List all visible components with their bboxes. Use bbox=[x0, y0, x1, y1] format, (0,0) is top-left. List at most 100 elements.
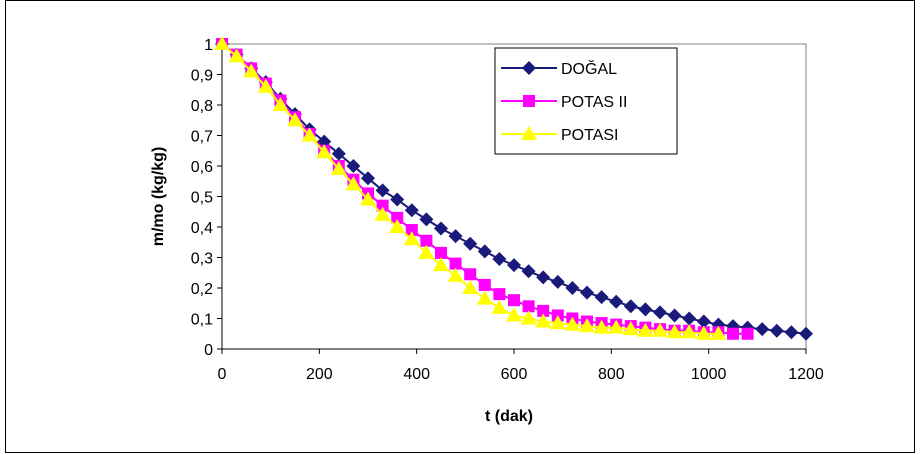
x-tick-label: 800 bbox=[598, 366, 625, 383]
y-tick-label: 0,9 bbox=[191, 68, 213, 85]
data-point bbox=[376, 199, 389, 212]
data-point bbox=[681, 324, 698, 339]
legend-label: DOĞAL bbox=[561, 59, 617, 78]
data-point bbox=[301, 127, 318, 142]
y-tick-label: 1 bbox=[204, 37, 213, 54]
series-layer bbox=[214, 36, 813, 341]
legend-item: POTAS II bbox=[501, 94, 627, 111]
data-point bbox=[799, 326, 813, 341]
data-point bbox=[652, 322, 668, 337]
data-point bbox=[433, 257, 449, 272]
legend-marker bbox=[522, 61, 536, 75]
data-point bbox=[272, 97, 289, 111]
legend-marker bbox=[523, 95, 535, 107]
legend-item: DOĞAL bbox=[501, 59, 617, 78]
data-point bbox=[755, 322, 770, 337]
data-point bbox=[522, 300, 535, 313]
data-point bbox=[434, 221, 448, 236]
data-point bbox=[537, 304, 550, 317]
data-point bbox=[243, 63, 260, 78]
x-tick-label: 1000 bbox=[691, 366, 727, 383]
data-point bbox=[727, 327, 739, 340]
legend: DOĞAL POTAS II POTASI bbox=[494, 47, 678, 155]
data-point bbox=[710, 325, 727, 340]
chart-frame: 0 0,1 0,2 0,3 0,4 0,5 0,6 0,7 0,8 0,9 1 0 200 400 600… bbox=[5, 0, 915, 453]
data-point bbox=[463, 236, 478, 251]
data-point bbox=[462, 280, 479, 294]
data-point bbox=[374, 206, 391, 221]
data-point bbox=[419, 212, 434, 227]
data-point bbox=[769, 323, 784, 338]
x-axis: 0 200 400 600 800 1000 1200 bbox=[218, 348, 824, 383]
data-point bbox=[228, 48, 245, 63]
legend-label: POTASI bbox=[561, 127, 619, 144]
y-tick-label: 0,3 bbox=[191, 251, 213, 268]
y-tick-label: 0,5 bbox=[191, 190, 213, 207]
data-point bbox=[361, 171, 375, 186]
x-tick-label: 400 bbox=[403, 366, 430, 383]
data-point bbox=[667, 308, 682, 323]
data-point bbox=[448, 229, 463, 244]
x-tick-label: 0 bbox=[218, 366, 227, 383]
data-point bbox=[257, 78, 274, 93]
data-point bbox=[520, 310, 537, 325]
data-point bbox=[638, 302, 653, 317]
data-point bbox=[331, 146, 346, 161]
y-axis: 0 0,1 0,2 0,3 0,4 0,5 0,6 0,7 0,8 0,9 1 bbox=[191, 37, 223, 359]
data-point bbox=[535, 313, 552, 328]
data-point bbox=[464, 268, 477, 281]
data-point bbox=[637, 322, 654, 337]
data-point bbox=[404, 203, 419, 218]
y-tick-label: 0 bbox=[204, 342, 213, 359]
data-point bbox=[403, 231, 420, 246]
data-point bbox=[593, 319, 610, 334]
data-point bbox=[623, 299, 638, 314]
chart-svg: 0 0,1 0,2 0,3 0,4 0,5 0,6 0,7 0,8 0,9 1 0 200 400 600… bbox=[150, 36, 824, 425]
data-point bbox=[492, 252, 507, 267]
x-tick-label: 600 bbox=[501, 366, 528, 383]
y-tick-label: 0,8 bbox=[191, 98, 213, 115]
data-point bbox=[507, 258, 521, 273]
data-point bbox=[447, 267, 464, 282]
data-point bbox=[418, 244, 435, 259]
y-tick-label: 0,7 bbox=[191, 129, 213, 146]
data-point bbox=[287, 112, 303, 127]
y-tick-label: 0,2 bbox=[191, 281, 213, 298]
data-point bbox=[653, 305, 667, 320]
data-point bbox=[478, 278, 491, 291]
data-point bbox=[477, 244, 492, 259]
y-tick-label: 0,6 bbox=[191, 159, 213, 176]
data-point bbox=[549, 315, 566, 330]
data-point bbox=[564, 316, 581, 331]
data-point bbox=[391, 211, 404, 224]
data-point bbox=[435, 246, 447, 259]
data-point bbox=[506, 307, 522, 322]
data-point bbox=[214, 36, 230, 50]
data-point bbox=[565, 281, 580, 295]
data-point bbox=[784, 325, 799, 340]
y-tick-label: 0,1 bbox=[191, 312, 213, 329]
data-point bbox=[493, 288, 506, 301]
data-point bbox=[330, 161, 347, 176]
legend-marker bbox=[521, 126, 537, 140]
data-point bbox=[696, 314, 711, 329]
data-point bbox=[579, 318, 595, 333]
data-point bbox=[594, 290, 609, 305]
data-point bbox=[491, 299, 508, 314]
y-tick-label: 0,4 bbox=[191, 220, 213, 237]
data-point bbox=[695, 325, 712, 340]
data-point bbox=[550, 274, 565, 289]
data-point bbox=[389, 219, 406, 233]
data-point bbox=[449, 257, 462, 270]
data-point bbox=[741, 327, 754, 340]
data-point bbox=[580, 285, 594, 300]
y-axis-title: m/mo (kg/kg) bbox=[150, 147, 167, 247]
data-point bbox=[476, 290, 493, 305]
data-point bbox=[622, 321, 639, 336]
data-point bbox=[508, 294, 520, 307]
data-point bbox=[316, 144, 333, 159]
data-point bbox=[420, 234, 433, 247]
legend-label: POTAS II bbox=[561, 94, 627, 111]
data-point bbox=[666, 324, 683, 339]
data-point bbox=[346, 159, 361, 173]
